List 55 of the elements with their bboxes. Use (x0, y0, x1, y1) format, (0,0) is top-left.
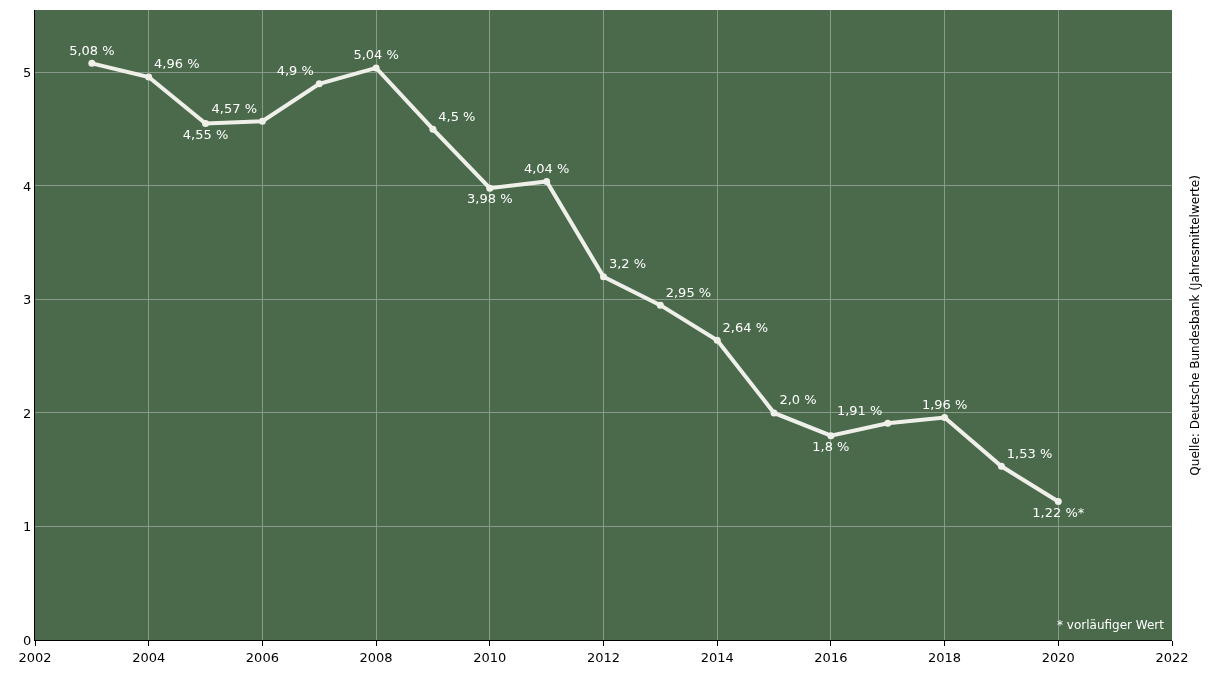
point (884, 419, 892, 427)
data-label: 1,8 % (812, 438, 850, 454)
point (315, 80, 323, 88)
x-tick-label: 2016 (814, 649, 848, 665)
data-label: 2,0 % (779, 392, 817, 408)
point (258, 117, 266, 125)
data-label: 1,22 %* (1032, 504, 1085, 520)
point (486, 184, 494, 192)
point (656, 301, 664, 309)
point (372, 64, 380, 72)
x-tick-label: 2002 (18, 649, 52, 665)
point (88, 59, 96, 67)
point (600, 273, 607, 281)
data-label: 4,9 % (276, 63, 314, 79)
data-label: 4,5 % (438, 108, 476, 124)
y-tick-label: 5 (23, 64, 32, 80)
point (429, 125, 437, 133)
x-tick-label: 2014 (700, 649, 734, 665)
x-tick-label: 2004 (132, 649, 166, 665)
y-tick-label: 3 (23, 292, 32, 308)
x-tick-label: 2006 (245, 649, 279, 665)
point (941, 414, 949, 422)
data-label: 1,91 % (836, 402, 883, 418)
point (770, 409, 778, 417)
data-label: 3,98 % (467, 191, 513, 207)
point (145, 73, 153, 81)
data-label: 2,64 % (722, 319, 769, 335)
point (543, 177, 551, 185)
data-label: 4,96 % (154, 56, 200, 72)
x-tick-label: 2022 (1155, 649, 1189, 665)
data-label: 1,53 % (1006, 445, 1053, 461)
y-tick-label: 0 (23, 632, 32, 648)
x-tick-label: 2010 (473, 649, 507, 665)
data-label: 4,04 % (523, 160, 570, 176)
data-label: 2,95 % (665, 284, 712, 300)
annotation: * vorläufiger Wert (1057, 618, 1165, 632)
x-tick-label: 2012 (586, 649, 621, 665)
data-label: 3,2 % (608, 256, 647, 272)
x-tick-label: 2018 (928, 649, 962, 665)
data-label: 4,55 % (182, 126, 229, 142)
x-tick-label: 2008 (359, 649, 393, 665)
y-tick-label: 4 (23, 178, 32, 194)
source-note: Quelle: Deutsche Bundesbank (Jahresmittelwerte) (1187, 175, 1202, 476)
data-label: 4,57 % (211, 100, 258, 116)
data-label: 5,04 % (353, 47, 399, 63)
point (997, 462, 1005, 470)
point (713, 336, 721, 344)
data-label: 5,08 % (69, 42, 115, 58)
data-label: 1,96 % (921, 396, 968, 412)
y-tick-label: 2 (23, 405, 32, 421)
y-tick-label: 1 (23, 519, 32, 535)
point (1054, 498, 1062, 506)
point (202, 120, 210, 128)
x-tick-label: 2020 (1041, 649, 1075, 665)
point (827, 432, 835, 440)
